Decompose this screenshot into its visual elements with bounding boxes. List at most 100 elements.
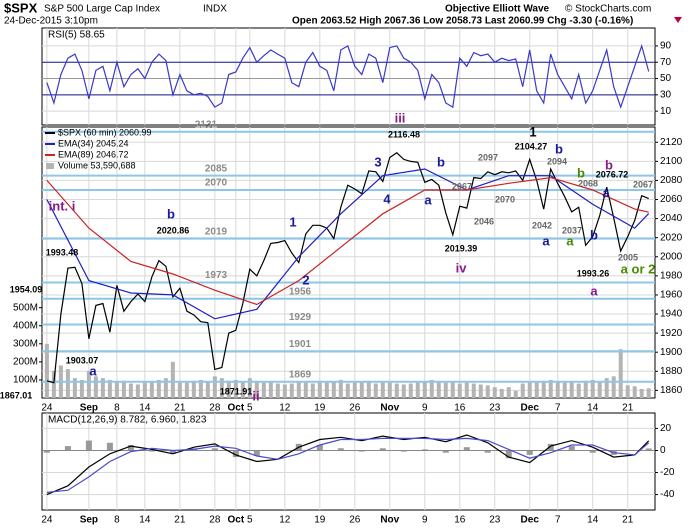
volume-bar: [401, 384, 406, 398]
y-tick-label: 2100: [660, 156, 683, 167]
volume-bar: [646, 388, 651, 398]
level-label: 2019: [205, 226, 228, 237]
annotation: 2097: [478, 152, 498, 162]
volume-bar: [289, 383, 294, 398]
volume-bar: [149, 381, 154, 398]
x-tick-label: 14: [139, 515, 151, 526]
x-tick-label: 23: [489, 515, 501, 526]
legend-entry: EMA(34) 2045.24: [58, 138, 129, 148]
volume-bar: [373, 383, 378, 398]
x-tick-label: 5: [247, 515, 253, 526]
volume-bar: [520, 383, 525, 398]
volume-bar: [359, 381, 364, 398]
x-tick-label: 21: [622, 403, 634, 414]
y2-tick-label: 500M: [13, 302, 38, 313]
level-label: 2085: [205, 163, 228, 174]
histogram-bar: [43, 450, 50, 453]
y-tick-label: 1860: [660, 385, 683, 396]
annotation: iv: [456, 260, 468, 275]
volume-bar: [128, 383, 133, 398]
annotation: 2020.86: [157, 225, 190, 235]
annotation: 2005: [618, 252, 638, 262]
y-tick-label: 70: [660, 57, 672, 68]
volume-bar: [142, 382, 147, 398]
y-tick-label: 1940: [660, 309, 683, 320]
x-tick-label: 24: [41, 515, 53, 526]
volume-bar: [275, 383, 280, 398]
x-tick-label: 21: [174, 515, 186, 526]
histogram-bar: [211, 448, 218, 451]
level-label: 1956: [289, 286, 312, 297]
volume-bar: [219, 378, 224, 398]
histogram-bar: [148, 450, 155, 452]
volume-bar: [569, 381, 574, 398]
x-tick-label: 26: [349, 515, 361, 526]
y-tick-label: 2060: [660, 194, 683, 205]
histogram-bar: [232, 450, 239, 458]
volume-bar: [415, 382, 420, 398]
annotation: 1: [529, 124, 536, 139]
annotation: 2019.39: [445, 243, 478, 253]
volume-bar: [443, 382, 448, 398]
volume-bar: [492, 387, 497, 398]
volume-bar: [51, 370, 56, 398]
histogram-bar: [421, 449, 428, 451]
histogram-bar: [568, 446, 575, 451]
volume-bar: [555, 381, 560, 398]
y-tick-label: 90: [660, 41, 672, 52]
volume-bar: [135, 384, 140, 398]
histogram-bar: [358, 450, 365, 452]
panel-label: MACD(12,26,9) 8.782, 6.960, 1.823: [48, 415, 207, 426]
y2-tick-label: 300M: [13, 338, 38, 349]
volume-bar: [394, 383, 399, 398]
volume-bar: [247, 378, 252, 398]
annotation: 2042: [532, 220, 552, 230]
volume-bar: [576, 383, 581, 398]
annotation: 1993.26: [577, 268, 610, 278]
annotation: a: [89, 363, 97, 378]
volume-bar: [331, 381, 336, 398]
histogram-bar: [85, 440, 92, 451]
annotation: b: [167, 206, 175, 221]
annotation: 2067: [452, 181, 472, 191]
x-tick-label: 14: [587, 515, 599, 526]
volume-bar: [366, 380, 371, 398]
y-tick-label: 0: [660, 445, 666, 456]
y-tick-label: 30: [660, 89, 672, 100]
volume-bar: [471, 383, 476, 398]
level-label: 1929: [289, 312, 312, 323]
volume-bar: [422, 381, 427, 398]
annotation: a: [566, 233, 574, 248]
histogram-bar: [169, 450, 176, 454]
volume-bar: [44, 343, 49, 398]
volume-bar: [485, 385, 490, 398]
annotation: 1954.09: [10, 284, 43, 294]
volume-bar: [261, 382, 266, 398]
volume-bar: [240, 381, 245, 398]
volume-bar: [604, 378, 609, 398]
volume-bar: [632, 386, 637, 398]
histogram-bar: [526, 450, 533, 455]
x-tick-label: 28: [209, 515, 221, 526]
volume-bar: [177, 381, 182, 398]
annotation: 2104.27: [515, 141, 548, 151]
series-line: [46, 176, 649, 306]
x-tick-label: 16: [454, 403, 466, 414]
x-tick-label: 14: [587, 403, 599, 414]
credit: © StockCharts.com: [565, 4, 651, 15]
annotation: a: [542, 233, 550, 248]
volume-bar: [436, 380, 441, 398]
annotation: 2: [302, 272, 309, 287]
level-label: 2131: [195, 119, 218, 130]
x-tick-label: 21: [174, 403, 186, 414]
volume-bar: [121, 380, 126, 398]
annotation: 2076.72: [596, 169, 629, 179]
volume-bar: [268, 381, 273, 398]
y-tick-label: 50: [660, 73, 672, 84]
annotation: 3: [374, 154, 381, 169]
volume-bar: [184, 382, 189, 398]
volume-bar: [408, 383, 413, 398]
volume-bar: [583, 380, 588, 398]
volume-bar: [513, 390, 518, 398]
